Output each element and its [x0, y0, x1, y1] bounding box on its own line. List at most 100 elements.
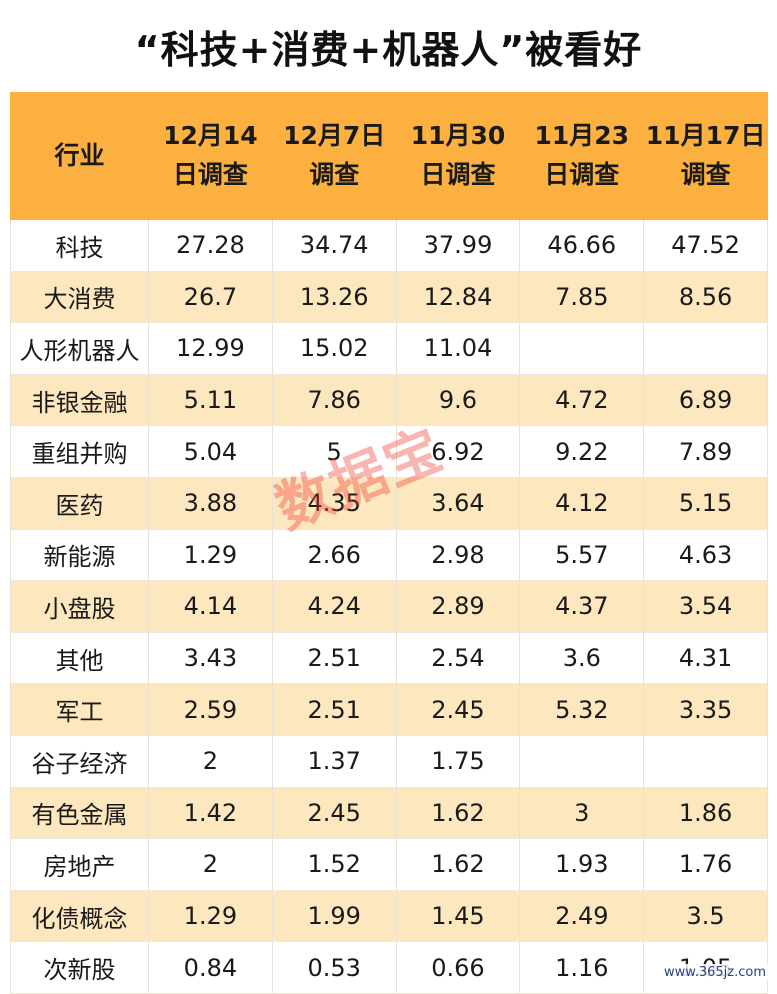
- value-cell: 5.32: [519, 683, 645, 736]
- industry-cell: 其他: [10, 632, 149, 685]
- value-cell: 1.62: [396, 838, 521, 891]
- industry-cell: 谷子经济: [10, 735, 149, 788]
- value-cell: 13.26: [272, 271, 397, 324]
- value-cell: 2.49: [519, 890, 645, 943]
- value-cell: 34.74: [272, 219, 397, 272]
- source-mark: www.365jz.com: [661, 964, 769, 981]
- value-cell: 2.51: [272, 632, 397, 685]
- value-cell: 11.04: [396, 322, 521, 375]
- header-line: 11月17日: [645, 121, 766, 151]
- header-line: 日调查: [172, 160, 248, 189]
- value-cell: 2.89: [396, 580, 521, 633]
- table-row: 小盘股 4.14 4.24 2.89 4.37 3.54: [10, 580, 768, 633]
- chart-title: “科技+消费+机器人”被看好: [134, 27, 643, 72]
- value-cell: 4.12: [519, 477, 645, 530]
- value-cell: 1.45: [396, 890, 521, 943]
- value-cell: 3.88: [148, 477, 273, 530]
- value-cell: 1.29: [148, 890, 273, 943]
- value-cell: 2.66: [272, 529, 397, 582]
- table-row: 大消费 26.7 13.26 12.84 7.85 8.56: [10, 271, 768, 324]
- value-cell: 0.66: [396, 941, 521, 994]
- table-row: 人形机器人 12.99 15.02 11.04: [10, 322, 768, 375]
- value-cell: 6.89: [643, 374, 768, 427]
- table-row: 化债概念 1.29 1.99 1.45 2.49 3.5: [10, 890, 768, 943]
- header-line: 12月14: [163, 121, 258, 151]
- value-cell: 3.6: [519, 632, 645, 685]
- table-row: 新能源 1.29 2.66 2.98 5.57 4.63: [10, 529, 768, 582]
- value-cell: 1.99: [272, 890, 397, 943]
- value-cell: 3.35: [643, 683, 768, 736]
- header-line: 日调查: [420, 160, 496, 189]
- table-row: 医药 3.88 4.35 3.64 4.12 5.15: [10, 477, 768, 530]
- value-cell: [519, 735, 645, 788]
- value-cell: 1.42: [148, 787, 273, 840]
- header-industry: 行业: [10, 92, 149, 220]
- value-cell: 1.62: [396, 787, 521, 840]
- value-cell: 7.86: [272, 374, 397, 427]
- value-cell: 5.04: [148, 425, 273, 478]
- header-date-4: 11月23 日调查: [519, 92, 645, 220]
- value-cell: 4.63: [643, 529, 768, 582]
- value-cell: 3.64: [396, 477, 521, 530]
- header-row: 行业 12月14 日调查 12月7日 调查 11月30 日调查 11月23 日调查 11月17日调…: [10, 92, 768, 220]
- value-cell: 47.52: [643, 219, 768, 272]
- value-cell: 2.45: [396, 683, 521, 736]
- industry-cell: 小盘股: [10, 580, 149, 633]
- value-cell: 15.02: [272, 322, 397, 375]
- value-cell: 9.6: [396, 374, 521, 427]
- value-cell: 1.75: [396, 735, 521, 788]
- value-cell: 26.7: [148, 271, 273, 324]
- header-line: 日调查: [544, 160, 620, 189]
- value-cell: 3.43: [148, 632, 273, 685]
- value-cell: 6.92: [396, 425, 521, 478]
- table-body: 科技 27.28 34.74 37.99 46.66 47.52 大消费 26.7 13.26 1…: [10, 219, 768, 994]
- value-cell: 46.66: [519, 219, 645, 272]
- table-row: 军工 2.59 2.51 2.45 5.32 3.35: [10, 683, 768, 736]
- industry-cell: 医药: [10, 477, 149, 530]
- value-cell: 0.84: [148, 941, 273, 994]
- table-row: 有色金属 1.42 2.45 1.62 3 1.86: [10, 787, 768, 840]
- value-cell: 7.85: [519, 271, 645, 324]
- value-cell: 4.72: [519, 374, 645, 427]
- value-cell: [519, 322, 645, 375]
- industry-cell: 军工: [10, 683, 149, 736]
- value-cell: 5.15: [643, 477, 768, 530]
- survey-table: 行业 12月14 日调查 12月7日 调查 11月30 日调查 11月23 日调查 11月17日调…: [10, 92, 768, 994]
- value-cell: 2.51: [272, 683, 397, 736]
- header-line: 11月30: [410, 121, 506, 151]
- table-row: 重组并购 5.04 5 6.92 9.22 7.89: [10, 425, 768, 478]
- value-cell: 12.99: [148, 322, 273, 375]
- value-cell: [643, 322, 768, 375]
- header-line: 调查: [680, 160, 731, 189]
- table-figure: “科技+消费+机器人”被看好 行业 12月14 日调查 12月7日 调查 11月30 日调查…: [10, 0, 768, 994]
- value-cell: 1.93: [519, 838, 645, 891]
- value-cell: 5.57: [519, 529, 645, 582]
- value-cell: 27.28: [148, 219, 273, 272]
- value-cell: 7.89: [643, 425, 768, 478]
- value-cell: 5.11: [148, 374, 273, 427]
- value-cell: 2.45: [272, 787, 397, 840]
- value-cell: 1.76: [643, 838, 768, 891]
- value-cell: 2.54: [396, 632, 521, 685]
- table-row: 谷子经济 2 1.37 1.75: [10, 735, 768, 788]
- industry-cell: 次新股: [10, 941, 149, 994]
- value-cell: 4.37: [519, 580, 645, 633]
- header-date-2: 12月7日 调查: [271, 92, 397, 220]
- value-cell: 1.52: [272, 838, 397, 891]
- header-line: 11月23: [534, 121, 630, 151]
- header-line: 调查: [309, 160, 360, 189]
- table-row: 其他 3.43 2.51 2.54 3.6 4.31: [10, 632, 768, 685]
- industry-cell: 有色金属: [10, 787, 149, 840]
- value-cell: 4.31: [643, 632, 768, 685]
- value-cell: 8.56: [643, 271, 768, 324]
- value-cell: 2: [148, 735, 273, 788]
- industry-cell: 房地产: [10, 838, 149, 891]
- industry-cell: 新能源: [10, 529, 149, 582]
- value-cell: 5: [272, 425, 397, 478]
- header-date-3: 11月30 日调查: [395, 92, 521, 220]
- table-row: 科技 27.28 34.74 37.99 46.66 47.52: [10, 219, 768, 272]
- value-cell: 3.54: [643, 580, 768, 633]
- value-cell: 2.59: [148, 683, 273, 736]
- value-cell: 3: [519, 787, 645, 840]
